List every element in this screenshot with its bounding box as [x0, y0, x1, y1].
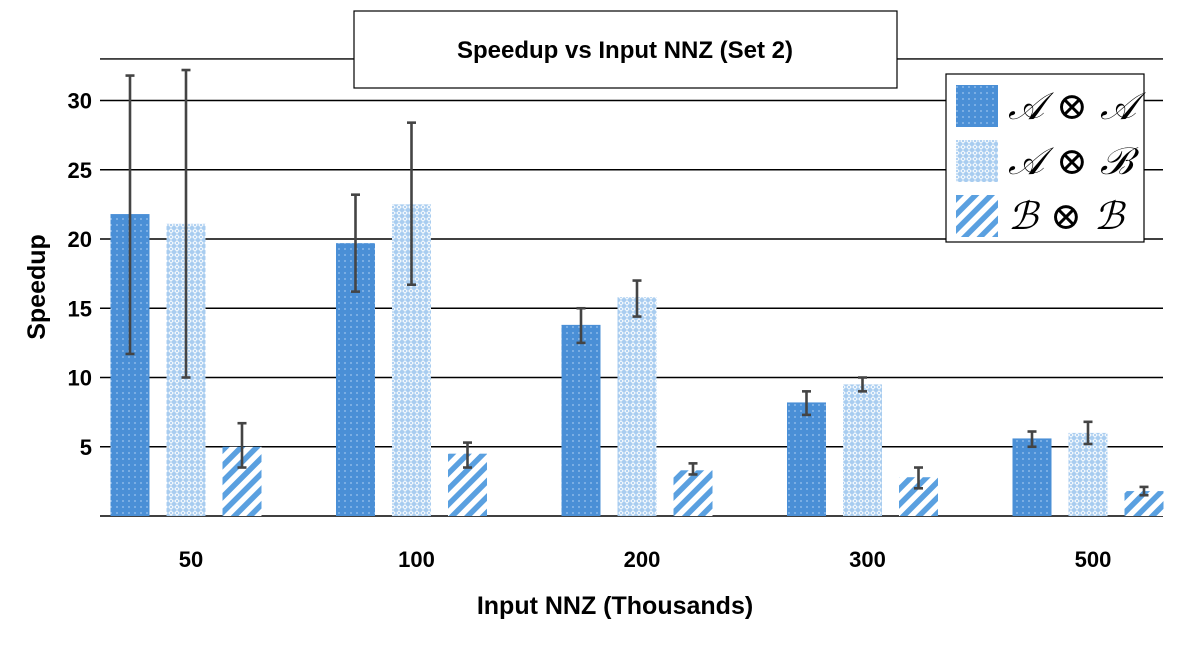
- error-bar-1-100: [351, 193, 360, 293]
- x-tick-label: 500: [1075, 547, 1112, 572]
- x-tick-label: 200: [624, 547, 661, 572]
- error-bar-2-500: [1083, 420, 1093, 446]
- legend: 𝒜 ⊗ 𝒜 𝒜 ⊗ ℬ ℬ ⊗ ℬ: [945, 73, 1147, 243]
- error-bar-1-200: [576, 306, 586, 345]
- bar-2-500: [1068, 432, 1108, 516]
- bar-3-200: [673, 470, 713, 516]
- y-tick-label: 20: [68, 227, 92, 252]
- error-bar-2-50: [181, 68, 191, 379]
- bar-1-300: [787, 402, 826, 516]
- y-tick-label: 15: [68, 296, 92, 321]
- y-tick-label: 30: [68, 89, 92, 114]
- error-bar-2-300: [858, 376, 867, 393]
- y-tick-label: 5: [80, 435, 92, 460]
- legend-label-1: 𝒜 ⊗ 𝒜: [1008, 84, 1147, 128]
- error-bar-1-500: [1027, 430, 1037, 449]
- y-axis-title: Speedup: [23, 234, 51, 340]
- error-bars: [125, 68, 1149, 497]
- error-bar-3-200: [688, 462, 698, 476]
- error-bar-1-300: [802, 390, 811, 417]
- y-tick-label: 25: [68, 158, 92, 183]
- bar-1-200: [561, 324, 601, 516]
- x-tick-label: 100: [398, 547, 435, 572]
- y-tick-labels: 5 10 15 20 25 30: [68, 89, 92, 460]
- bars: [110, 204, 1164, 516]
- bar-1-500: [1012, 438, 1052, 516]
- error-bar-2-200: [632, 279, 642, 318]
- x-axis-title: Input NNZ (Thousands): [477, 592, 753, 620]
- legend-label-2: 𝒜 ⊗ ℬ: [1008, 139, 1140, 183]
- legend-swatch-3: [956, 195, 998, 237]
- x-tick-label: 300: [849, 547, 886, 572]
- error-bar-3-100: [463, 441, 472, 469]
- bar-2-300: [843, 384, 882, 516]
- error-bar-1-50: [125, 74, 135, 356]
- error-bar-3-500: [1139, 485, 1149, 497]
- legend-label-3: ℬ ⊗ ℬ: [1008, 194, 1127, 238]
- y-tick-label: 10: [68, 366, 92, 391]
- chart-title: Speedup vs Input NNZ (Set 2): [457, 37, 793, 64]
- legend-swatch-1: [956, 85, 998, 127]
- error-bar-2-100: [407, 121, 416, 287]
- error-bar-3-300: [914, 466, 923, 490]
- error-bar-3-50: [237, 421, 247, 469]
- x-tick-label: 50: [179, 547, 203, 572]
- x-tick-labels: 50 100 200 300 500: [179, 547, 1112, 572]
- bar-2-200: [617, 297, 657, 516]
- title-box: Speedup vs Input NNZ (Set 2): [353, 10, 898, 89]
- legend-swatch-2: [956, 140, 998, 182]
